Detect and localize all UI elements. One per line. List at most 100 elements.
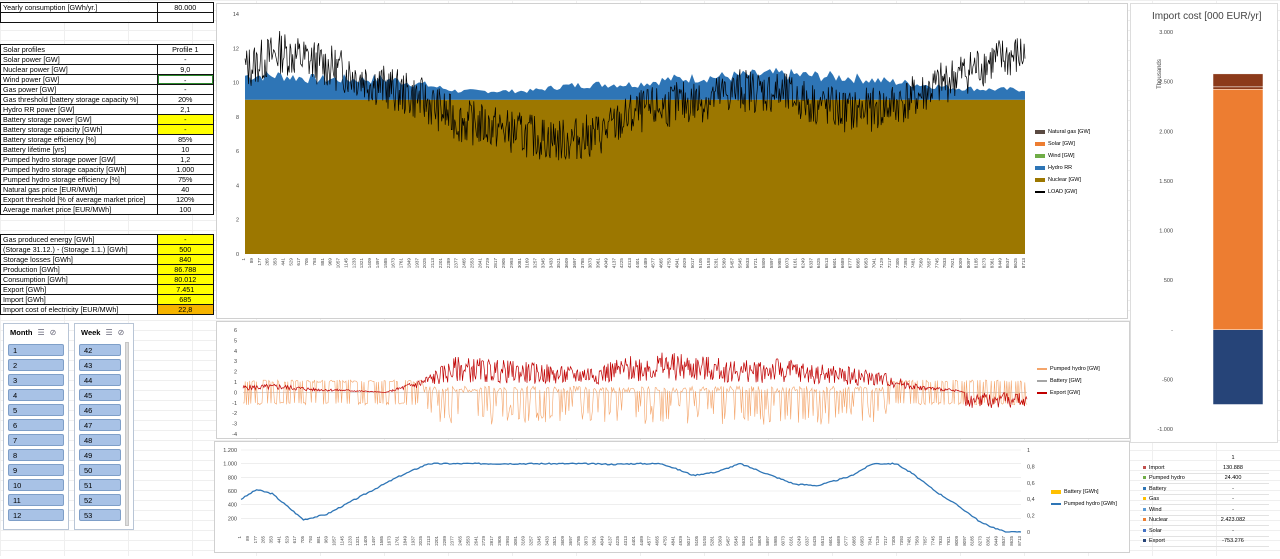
slicer-item-5[interactable]: 5	[8, 404, 64, 416]
param-row[interactable]: Export [GWh] 7.451	[1, 285, 213, 295]
param-value[interactable]: 7.451	[157, 285, 213, 294]
param-row[interactable]: Average market price [EUR/MWh] 100	[1, 205, 213, 215]
param-row[interactable]: Battery storage capacity [GWh] -	[1, 125, 213, 135]
param-row[interactable]: Battery lifetime [yrs] 10	[1, 145, 213, 155]
param-row[interactable]: Pumped hydro storage power [GW] 1,2	[1, 155, 213, 165]
legend-dot-icon	[1143, 528, 1146, 532]
clear-filter-icon[interactable]: ⊘	[117, 327, 125, 337]
slicer-item-4[interactable]: 4	[8, 389, 64, 401]
x-tick-label: 3785	[576, 535, 581, 545]
storage-power-chart[interactable]: 6 5 4 3 2 1 0 -1 -2 -3 -4 Pumped hydro [GW] Battery…	[216, 321, 1130, 439]
yearly-consumption-value[interactable]: 80.000	[157, 3, 213, 12]
slicer-item-53[interactable]: 53	[79, 509, 121, 521]
generation-chart[interactable]: 0 2 4 6 8 10 12 14 1 89 177 265 353 441 529 617 705 793 88…	[216, 3, 1128, 319]
param-row[interactable]: Consumption [GWh] 80.012	[1, 275, 213, 285]
x-tick-label: 4313	[627, 258, 632, 269]
slicer-item-3[interactable]: 3	[8, 374, 64, 386]
clear-filter-icon[interactable]: ⊘	[49, 327, 57, 337]
profile-header-value[interactable]: Profile 1	[157, 45, 213, 54]
x-tick-label: 5017	[690, 258, 695, 269]
param-value[interactable]: 80.012	[157, 275, 213, 284]
param-row[interactable]: Import cost of electricity [EUR/MWh] 22,8	[1, 305, 213, 315]
param-row[interactable]: Import [GWh] 685	[1, 295, 213, 305]
param-value[interactable]: 20%	[157, 95, 213, 104]
param-value[interactable]: 500	[157, 245, 213, 254]
x-tick-label: 2465	[458, 535, 463, 545]
x-tick-label: 5457	[729, 258, 734, 269]
param-row[interactable]: Production [GWh] 86.788	[1, 265, 213, 275]
slicer-item-42[interactable]: 42	[79, 344, 121, 356]
param-row[interactable]: (Storage 31.12.) - (Storage 1.1.) [GWh] 5…	[1, 245, 213, 255]
param-row[interactable]: Hydro RR power [GW] 2,1	[1, 105, 213, 115]
param-row[interactable]: Nuclear power [GW] 9,0	[1, 65, 213, 75]
x-tick-label: 6337	[804, 535, 809, 545]
param-value[interactable]: 9,0	[157, 65, 213, 74]
slicer-item-50[interactable]: 50	[79, 464, 121, 476]
param-row[interactable]: Gas produced energy [GWh] -	[1, 235, 213, 245]
param-row[interactable]: Pumped hydro storage efficiency [%] 75%	[1, 175, 213, 185]
slicer-item-46[interactable]: 46	[79, 404, 121, 416]
param-value[interactable]: 2,1	[157, 105, 213, 114]
param-row[interactable]: Battery storage efficiency [%] 85%	[1, 135, 213, 145]
multi-select-icon[interactable]: ☰	[37, 327, 45, 337]
param-value[interactable]: 10	[157, 145, 213, 154]
y-tick-label: -500	[1162, 377, 1173, 383]
yearly-consumption-row[interactable]: Yearly consumption [GWh/yr.] 80.000	[1, 3, 213, 13]
param-row[interactable]: Export threshold [% of average market pr…	[1, 195, 213, 205]
y-tick-label: 6	[236, 149, 239, 155]
param-value[interactable]: 1.000	[157, 165, 213, 174]
slicer-item-49[interactable]: 49	[79, 449, 121, 461]
slicer-item-51[interactable]: 51	[79, 479, 121, 491]
x-tick-label: 7041	[867, 535, 872, 545]
slicer-item-7[interactable]: 7	[8, 434, 64, 446]
slicer-item-48[interactable]: 48	[79, 434, 121, 446]
param-value[interactable]: 120%	[157, 195, 213, 204]
slicer-item-43[interactable]: 43	[79, 359, 121, 371]
slicer-item-52[interactable]: 52	[79, 494, 121, 506]
slicer-scrollbar[interactable]	[125, 342, 129, 526]
slicer-item-9[interactable]: 9	[8, 464, 64, 476]
slicer-item-1[interactable]: 1	[8, 344, 64, 356]
param-row[interactable]: Wind power [GW] -	[1, 75, 213, 85]
slicer-item-47[interactable]: 47	[79, 419, 121, 431]
slicer-item-44[interactable]: 44	[79, 374, 121, 386]
param-value[interactable]: -	[157, 235, 213, 244]
param-value[interactable]: -	[157, 125, 213, 134]
param-value[interactable]: 1,2	[157, 155, 213, 164]
multi-select-icon[interactable]: ☰	[105, 327, 113, 337]
param-value[interactable]: -	[157, 85, 213, 94]
row-name: Battery	[1140, 486, 1197, 492]
param-value[interactable]: 85%	[157, 135, 213, 144]
param-row[interactable]: Solar power [GW] -	[1, 55, 213, 65]
param-value[interactable]: -	[157, 55, 213, 64]
slicer-item-45[interactable]: 45	[79, 389, 121, 401]
import-cost-chart[interactable]: 3.000 2.500 2.000 1.500 1.000 500 - -500 -1.000 T…	[1130, 3, 1278, 443]
param-row[interactable]: Gas power [GW] -	[1, 85, 213, 95]
param-value[interactable]: 840	[157, 255, 213, 264]
slicer-item-10[interactable]: 10	[8, 479, 64, 491]
x-tick-label: 4577	[651, 258, 656, 269]
param-value[interactable]: 75%	[157, 175, 213, 184]
week-slicer: Week ☰ ⊘ 42 43 44 45 46 47 48 49 50 51 52 53	[74, 323, 134, 530]
y-tick-label: 10	[233, 81, 239, 87]
param-value[interactable]: 86.788	[157, 265, 213, 274]
slicer-item-12[interactable]: 12	[8, 509, 64, 521]
param-value[interactable]: 22,8	[157, 305, 213, 314]
x-tick-label: 5721	[753, 258, 758, 269]
slicer-item-11[interactable]: 11	[8, 494, 64, 506]
param-value[interactable]: 685	[157, 295, 213, 304]
param-row[interactable]: Natural gas price [EUR/MWh] 40	[1, 185, 213, 195]
param-value[interactable]: 100	[157, 205, 213, 214]
slicer-item-2[interactable]: 2	[8, 359, 64, 371]
param-row[interactable]: Pumped hydro storage capacity [GWh] 1.000	[1, 165, 213, 175]
param-value[interactable]: -	[157, 75, 213, 84]
param-row[interactable]: Gas threshold [battery storage capacity …	[1, 95, 213, 105]
param-row[interactable]: Storage losses [GWh] 840	[1, 255, 213, 265]
param-row[interactable]: Battery storage power [GW] -	[1, 115, 213, 125]
param-value[interactable]: -	[157, 115, 213, 124]
param-value[interactable]: 40	[157, 185, 213, 194]
y2-tick-label: 0	[1027, 530, 1030, 536]
slicer-item-8[interactable]: 8	[8, 449, 64, 461]
slicer-item-6[interactable]: 6	[8, 419, 64, 431]
storage-level-chart[interactable]: 1.200 1.000 800 600 400 200 1 0,8 0,6 0,4 0,2 0 1 89 1…	[214, 441, 1130, 553]
